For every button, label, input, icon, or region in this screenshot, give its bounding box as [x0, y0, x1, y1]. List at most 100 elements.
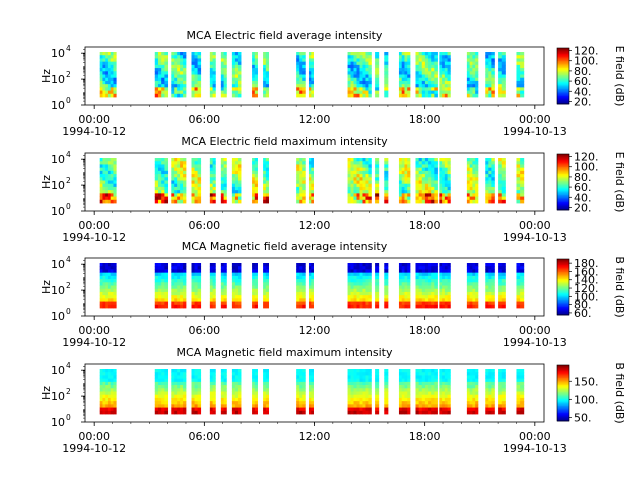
spectrogram-cell — [107, 193, 112, 197]
spectrogram-cell — [254, 71, 258, 75]
colorbar-swatch — [557, 48, 569, 50]
spectrogram-cell — [485, 80, 489, 85]
spectrogram-cell — [488, 378, 492, 383]
spectrogram-cell — [164, 80, 169, 85]
spectrogram-cell — [365, 410, 369, 415]
spectrogram-cell — [194, 397, 199, 402]
spectrogram-cell — [157, 407, 162, 412]
x-tick-label: 00:00 — [78, 430, 110, 443]
spectrogram-cell — [356, 385, 360, 389]
spectrogram-cell — [501, 158, 506, 162]
spectrogram-cell — [365, 80, 369, 85]
spectrogram-cell — [415, 269, 420, 274]
spectrogram-cell — [161, 269, 165, 274]
spectrogram-cell — [498, 397, 503, 402]
colorbar-swatch — [557, 170, 569, 173]
spectrogram-cell — [398, 269, 403, 274]
spectrogram-cell — [107, 288, 112, 293]
spectrogram-cell — [311, 269, 314, 274]
spectrogram-cell — [105, 177, 109, 181]
spectrogram-cell — [368, 378, 372, 383]
spectrogram-cell — [501, 275, 506, 280]
spectrogram-cell — [171, 272, 175, 277]
spectrogram-cell — [238, 298, 242, 302]
spectrogram-cell — [252, 167, 256, 172]
spectrogram-cell — [99, 397, 103, 402]
spectrogram-cell — [356, 378, 360, 383]
spectrogram-cell — [444, 269, 449, 274]
spectrogram-cell — [488, 199, 492, 204]
spectrogram-cell — [157, 186, 162, 191]
spectrogram-cell — [398, 263, 403, 267]
spectrogram-cell — [359, 381, 363, 386]
spectrogram-cell — [368, 288, 372, 293]
colorbar-swatch — [557, 85, 569, 88]
spectrogram-cell — [384, 404, 389, 408]
panel-title: MCA Magnetic field average intensity — [182, 240, 388, 253]
spectrogram-cell — [442, 77, 446, 82]
spectrogram-cell — [398, 174, 403, 178]
spectrogram-cell — [347, 61, 351, 66]
spectrogram-cell — [428, 285, 432, 290]
spectrogram-cell — [302, 68, 306, 72]
spectrogram-cell — [263, 272, 267, 277]
spectrogram-cell — [102, 186, 106, 191]
spectrogram-cell — [501, 266, 506, 270]
spectrogram-cell — [180, 58, 184, 63]
spectrogram-cell — [404, 196, 408, 201]
spectrogram-cell — [107, 372, 112, 376]
spectrogram-cell — [439, 375, 443, 380]
colorbar-swatch — [557, 395, 569, 398]
spectrogram-cell — [428, 174, 432, 178]
spectrogram-cell — [498, 71, 503, 75]
spectrogram-cell — [263, 388, 267, 392]
spectrogram-cell — [428, 388, 432, 392]
spectrogram-cell — [238, 161, 242, 165]
spectrogram-cell — [220, 301, 225, 306]
spectrogram-cell — [431, 158, 435, 162]
spectrogram-cell — [194, 372, 199, 376]
spectrogram-cell — [299, 410, 303, 415]
spectrogram-cell — [212, 282, 216, 286]
spectrogram-cell — [161, 174, 165, 178]
spectrogram-cell — [174, 410, 178, 415]
spectrogram-cell — [180, 272, 184, 277]
spectrogram-cell — [209, 269, 213, 274]
spectrogram-cell — [212, 77, 216, 82]
spectrogram-cell — [180, 183, 184, 188]
spectrogram-cell — [164, 158, 169, 162]
spectrogram-cell — [447, 183, 451, 188]
colorbar-tick-label: 20. — [574, 95, 592, 108]
colorbar-swatch — [557, 412, 569, 415]
spectrogram-cell — [220, 55, 225, 59]
spectrogram-cell — [444, 74, 449, 79]
spectrogram-cell — [99, 301, 103, 306]
spectrogram-cell — [498, 183, 503, 188]
spectrogram-cell — [220, 397, 225, 402]
spectrogram-cell — [398, 372, 403, 376]
colorbar-swatch — [557, 56, 569, 59]
spectrogram-cell — [177, 170, 181, 175]
spectrogram-cell — [311, 71, 314, 75]
spectrogram-cell — [472, 87, 476, 91]
spectrogram-cell — [157, 193, 162, 197]
spectrogram-cell — [418, 90, 423, 95]
spectrogram-cell — [105, 266, 109, 270]
spectrogram-cell — [177, 381, 181, 386]
spectrogram-cell — [265, 288, 269, 293]
spectrogram-cell — [299, 381, 303, 386]
spectrogram-cell — [434, 397, 438, 402]
spectrogram-cell — [311, 87, 314, 91]
spectrogram-cell — [296, 282, 300, 286]
spectrogram-cell — [254, 161, 258, 165]
spectrogram-cell — [501, 199, 506, 204]
spectrogram-cell — [238, 174, 242, 178]
spectrogram-cell — [311, 74, 314, 79]
spectrogram-cell — [516, 304, 521, 309]
spectrogram-cell — [110, 61, 114, 66]
spectrogram-cell — [231, 263, 236, 267]
spectrogram-cell — [447, 186, 451, 191]
spectrogram-cell — [485, 407, 489, 412]
spectrogram-cell — [356, 87, 360, 91]
spectrogram-cell — [177, 71, 181, 75]
